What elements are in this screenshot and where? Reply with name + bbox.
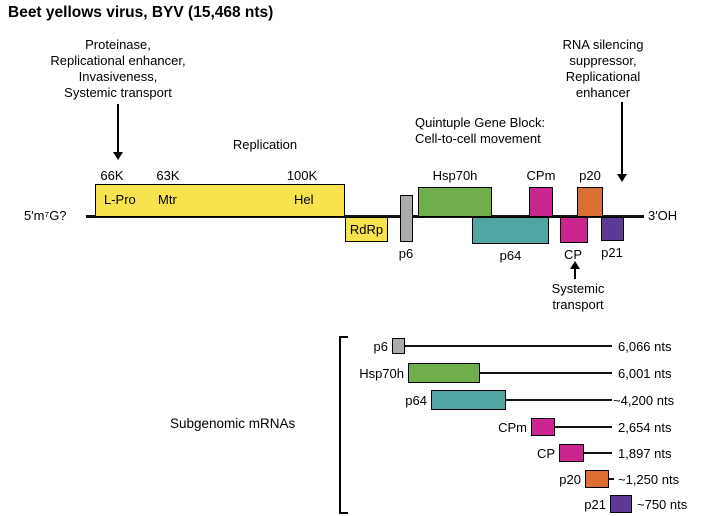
sgrna-label: CP: [536, 446, 555, 461]
systemic-line1: Systemic: [551, 281, 605, 296]
arrow-shaft: [574, 269, 576, 279]
figure-title: Beet yellows virus, BYV (15,468 nts): [8, 4, 274, 21]
sgrna-line: [506, 399, 612, 401]
sgrna-line: [609, 478, 614, 480]
subgenomic-bracket: [339, 336, 348, 514]
p64-label: p64: [499, 248, 522, 263]
rdrp-label: RdRp: [349, 222, 384, 237]
p20-label: p20: [579, 168, 601, 183]
sgrna-line: [555, 426, 612, 428]
sgrna-size: 1,897 nts: [618, 446, 672, 461]
cp-label: CP: [563, 247, 583, 262]
down-arrow-right-callout: [616, 102, 628, 182]
arrow-head-down-icon: [113, 152, 123, 160]
callout-left-line1: Proteinase,: [85, 37, 151, 52]
arrow-head-down-icon: [617, 174, 627, 182]
p6-box: [400, 195, 413, 242]
kda-label-100k: 100K: [286, 168, 318, 183]
genome-backbone-line: [86, 215, 644, 218]
callout-right-line1: RNA silencing: [562, 37, 644, 52]
subgenomic-section-label: Subgenomic mRNAs: [170, 416, 296, 431]
callout-right: RNA silencing suppressor, Replicational …: [528, 37, 678, 101]
lpro-domain-label: L-Pro: [104, 192, 136, 207]
callout-right-line4: enhancer: [575, 85, 631, 100]
sgrna-label: Hsp70h: [359, 366, 404, 381]
sgrna-box: [431, 390, 506, 410]
callout-left-line3: Invasiveness,: [78, 69, 158, 84]
p64-box: [472, 217, 549, 244]
hsp70h-box: [418, 187, 492, 217]
sgrna-box: [531, 418, 555, 436]
kda-label-63k: 63K: [156, 168, 180, 183]
sgrna-box: [408, 363, 480, 383]
five-prime-cap-label: 5′m⁷G?: [24, 208, 67, 223]
sgrna-size: 2,654 nts: [618, 420, 672, 435]
sgrna-line: [584, 452, 612, 454]
systemic-transport-label: Systemic transport: [528, 281, 628, 313]
sgrna-label: p21: [584, 497, 606, 512]
callout-right-line3: Replicational: [565, 69, 641, 84]
sgrna-label: CPm: [498, 420, 527, 435]
sgrna-label: p6: [373, 339, 388, 354]
sgrna-box: [585, 470, 609, 488]
three-prime-label: 3′OH: [648, 208, 678, 223]
sgrna-label: p20: [559, 472, 581, 487]
sgrna-box: [392, 338, 405, 354]
sgrna-box: [610, 495, 632, 513]
kda-label-66k: 66K: [100, 168, 124, 183]
sgrna-line: [405, 345, 612, 347]
systemic-line2: transport: [552, 297, 604, 312]
mtr-domain-label: Mtr: [158, 192, 177, 207]
arrow-head-up-icon: [570, 261, 580, 269]
hsp70h-label: Hsp70h: [432, 168, 478, 183]
sgrna-label: p64: [405, 393, 427, 408]
rdrp-box: RdRp: [345, 217, 388, 242]
qgb-line2: Cell-to-cell movement: [415, 131, 541, 146]
cpm-box: [529, 187, 553, 217]
sgrna-size: 6,066 nts: [618, 339, 672, 354]
quintuple-gene-block-label: Quintuple Gene Block: Cell-to-cell movem…: [415, 115, 545, 147]
callout-left-line4: Systemic transport: [64, 85, 172, 100]
callout-right-line2: suppressor,: [569, 53, 637, 68]
sgrna-size: ~4,200 nts: [613, 393, 675, 408]
callout-left: Proteinase, Replicational enhancer, Inva…: [18, 37, 218, 101]
up-arrow-systemic-transport: [569, 261, 581, 279]
cpm-label: CPm: [526, 168, 556, 183]
callout-left-line2: Replicational enhancer,: [50, 53, 186, 68]
p21-box: [601, 217, 624, 241]
hel-domain-label: Hel: [294, 192, 314, 207]
replicase-orf-box: L-Pro Mtr Hel: [95, 184, 345, 217]
sgrna-size: ~750 nts: [637, 497, 688, 512]
arrow-shaft: [117, 104, 119, 152]
replication-label: Replication: [232, 137, 298, 152]
down-arrow-left-callout: [112, 104, 124, 160]
p21-label: p21: [601, 245, 623, 260]
qgb-line1: Quintuple Gene Block:: [415, 115, 546, 130]
p6-label: p6: [398, 246, 414, 261]
sgrna-size: ~1,250 nts: [618, 472, 680, 487]
sgrna-box: [559, 444, 584, 462]
arrow-shaft: [621, 102, 623, 174]
p20-box: [577, 187, 603, 217]
sgrna-line: [480, 372, 612, 374]
sgrna-size: 6,001 nts: [618, 366, 672, 381]
cp-box: [560, 217, 588, 243]
